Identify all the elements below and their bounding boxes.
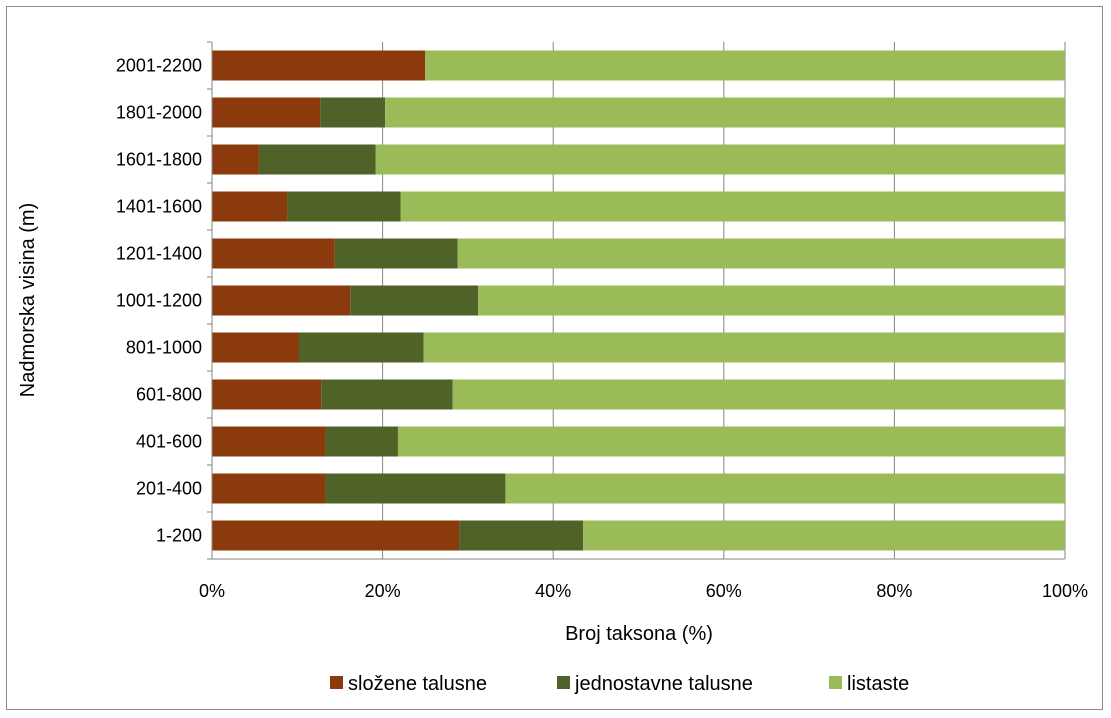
- category-label-2001-2200: 2001-2200: [116, 56, 202, 76]
- category-label-801-1000: 801-1000: [126, 338, 202, 358]
- x-tick-label: 40%: [535, 581, 571, 601]
- legend-swatch-listaste: [829, 676, 842, 689]
- category-label-401-600: 401-600: [136, 432, 202, 452]
- category-label-1601-1800: 1601-1800: [116, 150, 202, 170]
- bar-listaste-1001-1200: [478, 285, 1065, 316]
- bar-jednostavne-talusne-1-200: [459, 520, 584, 551]
- bar-jednostavne-talusne-801-1000: [299, 332, 424, 363]
- x-tick-label: 20%: [365, 581, 401, 601]
- bar-jednostavne-talusne-1801-2000: [320, 97, 386, 128]
- bar-listaste-1-200: [583, 520, 1065, 551]
- bar-listaste-601-800: [452, 379, 1065, 410]
- category-label-201-400: 201-400: [136, 479, 202, 499]
- category-label-1801-2000: 1801-2000: [116, 103, 202, 123]
- bar-slozene-talusne-1401-1600: [212, 191, 288, 222]
- x-tick-label: 80%: [876, 581, 912, 601]
- bar-listaste-801-1000: [423, 332, 1065, 363]
- category-label-1201-1400: 1201-1400: [116, 244, 202, 264]
- legend-swatch-slozene-talusne: [330, 676, 343, 689]
- bar-slozene-talusne-1801-2000: [212, 97, 321, 128]
- legend-label-slozene-talusne: složene talusne: [348, 673, 487, 695]
- bar-jednostavne-talusne-601-800: [321, 379, 453, 410]
- x-tick-labels: 0% 20% 40% 60% 80% 100%: [199, 581, 1088, 601]
- bar-listaste-1801-2000: [385, 97, 1065, 128]
- bar-jednostavne-talusne-201-400: [325, 473, 506, 504]
- bar-listaste-2001-2200: [425, 50, 1065, 81]
- x-tick-label: 60%: [706, 581, 742, 601]
- bar-jednostavne-talusne-401-600: [325, 426, 398, 457]
- bar-jednostavne-talusne-1001-1200: [350, 285, 479, 316]
- legend-item-listaste: listaste: [829, 673, 909, 695]
- bar-slozene-talusne-1201-1400: [212, 238, 335, 269]
- bar-jednostavne-talusne-1201-1400: [334, 238, 458, 269]
- bar-slozene-talusne-2001-2200: [212, 50, 426, 81]
- bar-slozene-talusne-401-600: [212, 426, 326, 457]
- legend-item-slozene-talusne: složene talusne: [330, 673, 487, 695]
- category-label-1-200: 1-200: [156, 526, 202, 546]
- bar-listaste-1201-1400: [457, 238, 1065, 269]
- legend-label-listaste: listaste: [847, 673, 909, 695]
- x-tick-label: 100%: [1042, 581, 1088, 601]
- bar-listaste-201-400: [505, 473, 1065, 504]
- category-label-1401-1600: 1401-1600: [116, 197, 202, 217]
- legend-item-jednostavne-talusne: jednostavne talusne: [557, 673, 753, 695]
- category-label-1001-1200: 1001-1200: [116, 291, 202, 311]
- legend: složene talusne jednostavne talusne list…: [330, 673, 909, 695]
- bar-slozene-talusne-801-1000: [212, 332, 300, 363]
- bars: [212, 50, 1066, 551]
- legend-label-jednostavne-talusne: jednostavne talusne: [574, 673, 753, 695]
- bar-slozene-talusne-601-800: [212, 379, 322, 410]
- legend-swatch-jednostavne-talusne: [557, 676, 570, 689]
- bar-listaste-1401-1600: [400, 191, 1065, 222]
- x-tick-label: 0%: [199, 581, 225, 601]
- y-axis-title: Nadmorska visina (m): [17, 203, 39, 397]
- bar-slozene-talusne-1001-1200: [212, 285, 351, 316]
- bar-slozene-talusne-1-200: [212, 520, 460, 551]
- bar-jednostavne-talusne-1601-1800: [258, 144, 376, 175]
- axes: [207, 41, 1065, 560]
- category-labels: 1-200 201-400 401-600 601-800 801-1000 1001-1…: [116, 56, 202, 546]
- x-axis-title: Broj taksona (%): [565, 623, 713, 645]
- bar-jednostavne-talusne-1401-1600: [287, 191, 401, 222]
- bar-slozene-talusne-201-400: [212, 473, 326, 504]
- bar-listaste-1601-1800: [375, 144, 1065, 175]
- category-label-601-800: 601-800: [136, 385, 202, 405]
- bar-listaste-401-600: [397, 426, 1066, 457]
- bar-slozene-talusne-1601-1800: [212, 144, 259, 175]
